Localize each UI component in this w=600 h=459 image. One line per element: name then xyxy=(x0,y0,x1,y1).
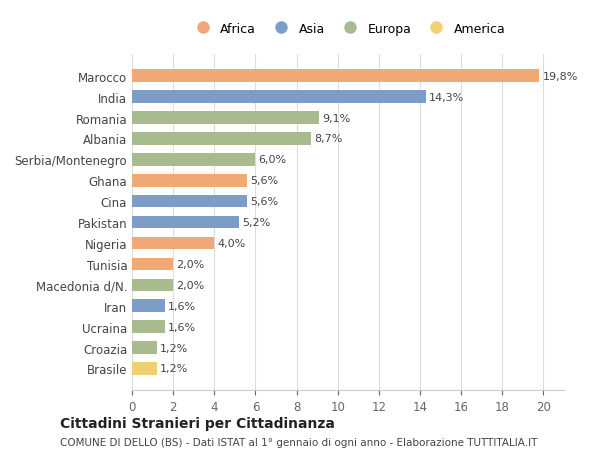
Bar xyxy=(132,300,165,312)
Text: 1,2%: 1,2% xyxy=(160,343,188,353)
Bar xyxy=(132,279,173,291)
Bar xyxy=(132,321,165,333)
Bar xyxy=(132,216,239,229)
Text: 5,6%: 5,6% xyxy=(250,197,278,207)
Text: 4,0%: 4,0% xyxy=(217,239,245,248)
Text: 9,1%: 9,1% xyxy=(322,113,350,123)
Text: 2,0%: 2,0% xyxy=(176,280,205,290)
Bar xyxy=(132,112,319,124)
Bar xyxy=(132,174,247,187)
Bar xyxy=(132,133,311,146)
Text: 5,6%: 5,6% xyxy=(250,176,278,186)
Text: 5,2%: 5,2% xyxy=(242,218,271,228)
Text: 6,0%: 6,0% xyxy=(259,155,287,165)
Text: COMUNE DI DELLO (BS) - Dati ISTAT al 1° gennaio di ogni anno - Elaborazione TUTT: COMUNE DI DELLO (BS) - Dati ISTAT al 1° … xyxy=(60,437,538,447)
Text: 1,2%: 1,2% xyxy=(160,364,188,374)
Text: 1,6%: 1,6% xyxy=(168,301,196,311)
Bar xyxy=(132,70,539,83)
Bar xyxy=(132,91,426,104)
Bar xyxy=(132,258,173,271)
Legend: Africa, Asia, Europa, America: Africa, Asia, Europa, America xyxy=(185,18,511,41)
Bar xyxy=(132,154,256,166)
Bar xyxy=(132,363,157,375)
Bar xyxy=(132,341,157,354)
Text: 14,3%: 14,3% xyxy=(429,92,464,102)
Text: 1,6%: 1,6% xyxy=(168,322,196,332)
Text: Cittadini Stranieri per Cittadinanza: Cittadini Stranieri per Cittadinanza xyxy=(60,416,335,430)
Text: 8,7%: 8,7% xyxy=(314,134,343,144)
Text: 19,8%: 19,8% xyxy=(542,72,578,82)
Text: 2,0%: 2,0% xyxy=(176,259,205,269)
Bar xyxy=(132,237,214,250)
Bar xyxy=(132,196,247,208)
